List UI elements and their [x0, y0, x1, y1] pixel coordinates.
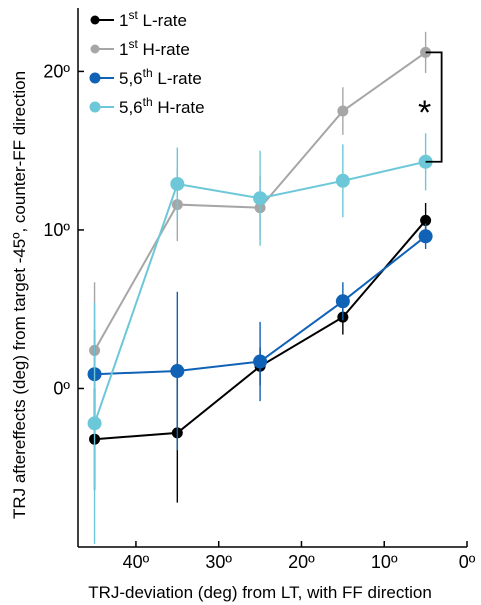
legend-item: 1st H-rate — [90, 37, 190, 59]
annotation: * — [418, 51, 443, 163]
legend-label-main: 1 — [119, 11, 128, 30]
legend-item: 5,6th H-rate — [89, 95, 205, 117]
data-point — [418, 229, 433, 244]
y-tick-label: 10º — [43, 220, 70, 240]
legend-label: 5,6th H-rate — [119, 95, 205, 117]
x-tick-label: 10º — [371, 552, 398, 572]
legend-label-main: 5,6 — [119, 98, 143, 117]
legend-label: 1st H-rate — [119, 37, 190, 59]
data-point — [170, 176, 185, 191]
legend-label-sup: st — [128, 37, 138, 51]
legend-label-sup: th — [143, 95, 153, 109]
legend-label-rest: H-rate — [153, 98, 205, 117]
legend-item: 5,6th L-rate — [89, 66, 202, 88]
data-point — [87, 416, 102, 431]
x-tick-label: 0º — [459, 552, 476, 572]
legend-label-sup: st — [128, 8, 138, 22]
legend-label-rest: L-rate — [138, 11, 187, 30]
y-tick-label: 20º — [43, 61, 70, 81]
x-tick-label: 40º — [123, 552, 150, 572]
data-point — [170, 364, 185, 379]
legend-label: 5,6th L-rate — [119, 66, 202, 88]
legend-label-main: 5,6 — [119, 69, 143, 88]
legend-marker — [90, 44, 100, 54]
data-point — [420, 214, 432, 226]
x-axis-label: TRJ-deviation (deg) from LT, with FF dir… — [88, 583, 432, 602]
legend-label: 1st L-rate — [119, 8, 187, 30]
data-point — [253, 354, 268, 369]
significance-bracket — [425, 51, 443, 163]
x-tick-label: 30º — [205, 552, 232, 572]
legend-label-sup: th — [143, 66, 153, 80]
data-point — [335, 173, 350, 188]
y-axis-label: TRJ aftereffects (deg) from target -45º,… — [10, 71, 29, 519]
significance-star: * — [418, 94, 431, 132]
data-point — [335, 294, 350, 309]
series-3 — [87, 133, 433, 544]
legend-label-rest: L-rate — [153, 69, 202, 88]
series-2 — [87, 223, 433, 451]
legend-marker — [89, 72, 101, 84]
data-point — [337, 105, 349, 117]
legend-marker — [90, 15, 100, 25]
ticks: 0º 10º 20º 40º 30º 20º 10º 0º — [43, 61, 475, 572]
legend-label-rest: H-rate — [138, 40, 190, 59]
y-tick-label: 0º — [53, 378, 70, 398]
x-tick-label: 20º — [288, 552, 315, 572]
legend-item: 1st L-rate — [90, 8, 187, 30]
axes — [77, 8, 467, 548]
legend-label-main: 1 — [119, 40, 128, 59]
data-point — [253, 191, 268, 206]
legend-marker — [89, 101, 101, 113]
